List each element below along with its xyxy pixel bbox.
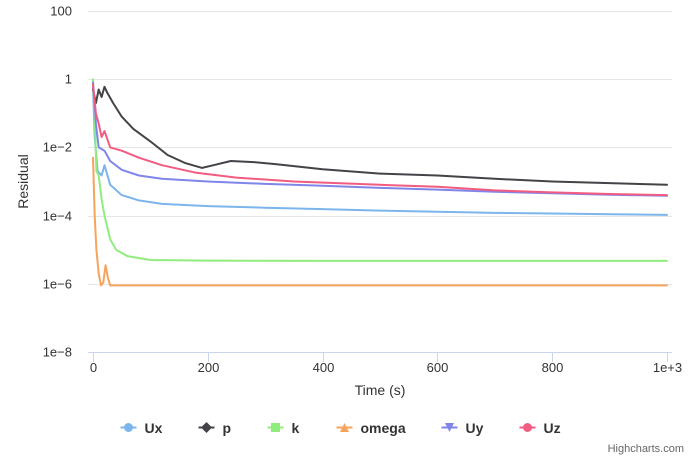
- legend-marker-circle-icon: [523, 423, 532, 432]
- legend-marker-diamond-icon: [201, 422, 212, 433]
- legend-marker-square-icon: [271, 423, 280, 432]
- y-axis-title: Residual: [15, 154, 31, 208]
- y-tick-label: 1e−4: [43, 209, 72, 224]
- y-tick-label: 1: [65, 72, 72, 87]
- legend-item-k[interactable]: k: [267, 420, 300, 436]
- credits-label[interactable]: Highcharts.com: [608, 443, 684, 455]
- series-line-ux[interactable]: [92, 85, 668, 216]
- y-tick-label: 1e−6: [43, 277, 72, 292]
- x-tick-label: 600: [427, 360, 449, 375]
- legend-label: omega: [361, 420, 406, 436]
- x-tick-label: 800: [542, 360, 564, 375]
- legend-label: Ux: [145, 420, 163, 436]
- series-line-uz[interactable]: [92, 83, 668, 197]
- legend-label: p: [223, 420, 232, 436]
- legend-item-ux[interactable]: Ux: [120, 420, 163, 436]
- legend-item-p[interactable]: p: [198, 420, 232, 436]
- y-tick-label: 1e−2: [43, 140, 72, 155]
- x-tick-label: 1e+3: [653, 360, 682, 375]
- series-line-p[interactable]: [92, 85, 668, 186]
- plot-series: [92, 78, 668, 287]
- legend-label: Uz: [544, 420, 561, 436]
- legend-marker-triangle-down-icon: [445, 423, 454, 432]
- legend-label: k: [292, 420, 300, 436]
- y-tick-label: 100: [50, 4, 72, 19]
- x-axis-title: Time (s): [355, 382, 406, 398]
- legend-marker-triangle-icon: [340, 423, 349, 432]
- legend-label: Uy: [466, 420, 484, 436]
- legend: Ux p k omega Uy Uz: [120, 420, 561, 436]
- y-tick-label: 1e−8: [43, 345, 72, 360]
- series-line-k[interactable]: [92, 78, 668, 262]
- axes: 1e−8 1e−6 1e−4 1e−2 1 100 0 200 400 600 800 1e+3 Tim…: [15, 4, 682, 399]
- series-line-uy[interactable]: [92, 81, 668, 197]
- series-line-omega[interactable]: [92, 156, 668, 287]
- x-tick-label: 0: [90, 360, 97, 375]
- x-tick-label: 400: [313, 360, 335, 375]
- x-tick-label: 200: [198, 360, 220, 375]
- legend-item-omega[interactable]: omega: [336, 420, 406, 436]
- legend-item-uy[interactable]: Uy: [441, 420, 484, 436]
- legend-item-uz[interactable]: Uz: [519, 420, 561, 436]
- legend-marker-circle-icon: [124, 423, 133, 432]
